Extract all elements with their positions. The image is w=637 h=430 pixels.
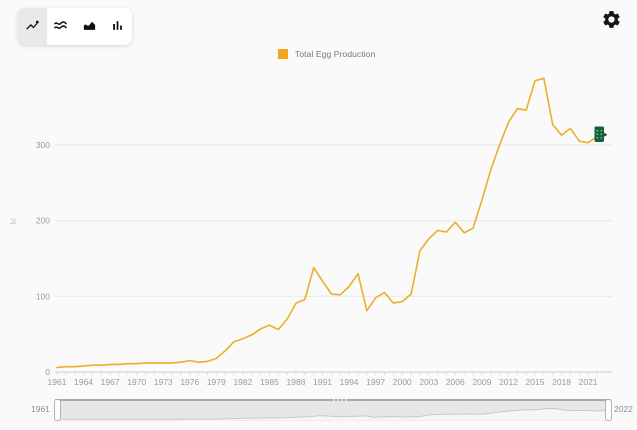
timeline-grip-handle[interactable] (333, 399, 347, 401)
line-chart-plot: 0 100 200 300 kt 1961 1964 1967 1970 1973 1976 1979… (9, 77, 612, 387)
x-tick-label: 1997 (366, 377, 385, 387)
legend-item[interactable]: Total Egg Production (278, 49, 375, 59)
minimap-area (56, 408, 610, 421)
x-tick-label: 2003 (419, 377, 438, 387)
x-tick-label: 1970 (127, 377, 146, 387)
timeline-slider[interactable] (54, 399, 612, 421)
timeline-start-year: 1961 (31, 404, 50, 414)
timeline-end-handle[interactable] (605, 399, 612, 421)
timeline-minimap (56, 407, 611, 421)
slope-chart-icon (53, 18, 68, 36)
bar-chart-icon (110, 18, 125, 36)
line-chart-tab[interactable] (18, 8, 47, 45)
slope-chart-tab[interactable] (47, 8, 76, 45)
x-tick-label: 2006 (446, 377, 465, 387)
x-tick-label: 1976 (180, 377, 199, 387)
x-tick-label: 1973 (154, 377, 173, 387)
y-tick-label: 0 (45, 367, 50, 377)
minimap-line (56, 407, 611, 420)
x-tick-label: 1991 (313, 377, 332, 387)
end-year-marker[interactable] (594, 126, 608, 143)
bar-chart-tab[interactable] (104, 8, 133, 45)
settings-button[interactable] (598, 8, 624, 34)
x-tick-label: 2000 (393, 377, 412, 387)
chart-type-toolbar (18, 8, 132, 45)
x-tick-label: 2021 (579, 377, 598, 387)
x-tick-label: 1967 (101, 377, 120, 387)
y-tick-label: 100 (36, 291, 50, 301)
x-tick-label: 2018 (552, 377, 571, 387)
x-tick-label: 1985 (260, 377, 279, 387)
series-line (56, 77, 598, 369)
x-tick-label: 1964 (74, 377, 93, 387)
stacked-area-chart-tab[interactable] (75, 8, 104, 45)
legend-label: Total Egg Production (295, 49, 376, 59)
x-tick-label: 1979 (207, 377, 226, 387)
x-tick-label: 2012 (499, 377, 518, 387)
x-tick-label: 1988 (287, 377, 306, 387)
x-tick-label: 1994 (340, 377, 359, 387)
x-tick-label: 2015 (526, 377, 545, 387)
stacked-area-chart-icon (82, 18, 97, 36)
legend-swatch (278, 49, 288, 59)
gear-icon (601, 11, 622, 33)
timeline-end-year: 2022 (614, 404, 633, 414)
x-tick-label: 2009 (472, 377, 491, 387)
y-tick-label: 200 (36, 216, 50, 226)
y-tick-label: 300 (36, 140, 50, 150)
y-axis-unit: kt (9, 217, 18, 224)
x-tick-label: 1982 (233, 377, 252, 387)
line-chart-icon (25, 18, 40, 36)
x-tick-label: 1961 (48, 377, 67, 387)
timeline-start-handle[interactable] (54, 399, 61, 421)
